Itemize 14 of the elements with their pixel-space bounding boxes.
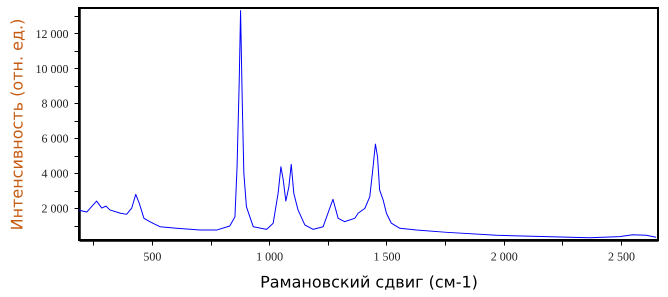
y-tick-label: 4 000 [42, 166, 68, 181]
x-axis-title: Рамановский сдвиг (см-1) [260, 272, 478, 292]
y-tick-label: 2 000 [42, 202, 68, 216]
line-series [79, 10, 657, 238]
y-tick-label: 12 000 [36, 26, 68, 41]
x-tick-label: 2 000 [490, 250, 518, 264]
x-tick-label: 1 000 [256, 250, 284, 264]
x-tick-label: 500 [143, 250, 162, 264]
y-tick-label: 6 000 [42, 132, 68, 146]
x-tick-label: 1 500 [373, 250, 400, 264]
y-axis-title: Интенсивность (отн. ед.) [8, 18, 26, 230]
x-tick-label: 2 500 [608, 250, 635, 264]
y-tick-label: 10 000 [36, 62, 68, 76]
y-tick-label: 8 000 [42, 96, 68, 111]
